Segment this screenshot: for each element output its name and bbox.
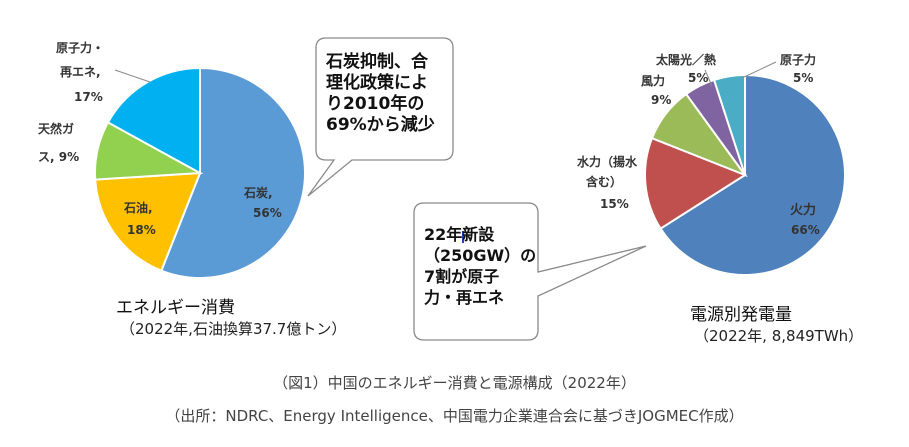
- leader-line-nuclear-power: [741, 61, 777, 79]
- chart-title-power: 電源別発電量: [690, 305, 792, 325]
- power-slice-4: [712, 73, 746, 176]
- figure-caption: （図1）中国のエネルギー消費と電源構成（2022年）: [273, 374, 636, 392]
- label-oil: 石油,: [123, 200, 153, 215]
- figure-source: （出所：NDRC、Energy Intelligence、中国電力企業連合会に基…: [165, 407, 744, 425]
- power-generation-pie: [644, 73, 847, 276]
- energy-slice-1: [94, 171, 202, 272]
- chart-subtitle-power: （2022年, 8,849TWh）: [694, 327, 864, 345]
- label-solar-value: 5%: [688, 71, 708, 85]
- power-slice-1: [644, 136, 748, 230]
- callout-capacity-line: 22年新設: [424, 225, 495, 244]
- energy-slice-0: [160, 66, 306, 279]
- label-nuclear-value: 17%: [74, 90, 103, 104]
- callout-capacity-line: 力・再エネ: [424, 288, 505, 307]
- callout-text-coal: 石炭抑制、合 理化政策によ り2010年の 69%から減少: [326, 52, 450, 136]
- label-gas-line1: 天然ガ: [38, 121, 74, 136]
- label-wind-value: 9%: [651, 93, 671, 107]
- energy-consumption-pie: [94, 66, 306, 279]
- callout-coal-line: 理化政策によ: [326, 73, 428, 93]
- callout-coal-line: 69%から減少: [326, 115, 435, 135]
- label-oil-value: 18%: [127, 223, 156, 237]
- label-nuclear-line1: 原子力・: [56, 40, 104, 55]
- label-gas-line2: ス, 9%: [38, 150, 79, 164]
- label-hydro-line2: 含む）: [586, 174, 622, 189]
- label-thermal-value: 66%: [791, 223, 820, 237]
- leader-line-nuclear: [114, 69, 151, 83]
- label-solar: 太陽光／熱: [656, 52, 716, 67]
- label-nuclear-line2: 再エネ,: [60, 65, 101, 79]
- label-thermal: 火力: [790, 202, 816, 218]
- label-hydro-line1: 水力（揚水: [577, 154, 638, 169]
- callout-capacity-line: （250GW）の: [424, 246, 537, 265]
- label-nuclear-power: 原子力: [780, 52, 816, 67]
- chart-subtitle-energy: （2022年,石油換算37.7億トン）: [120, 320, 347, 338]
- label-coal: 石炭,: [243, 185, 273, 200]
- text-cursor-mark: [462, 231, 464, 243]
- callout-coal-line: 石炭抑制、合: [326, 52, 428, 72]
- callout-capacity-line: 7割が原子: [424, 267, 500, 286]
- label-hydro-value: 15%: [600, 197, 629, 211]
- callout-bubble-coal: [307, 37, 454, 197]
- power-slice-0: [659, 73, 847, 276]
- leader-line-solar: [704, 69, 713, 87]
- label-wind: 風力: [641, 73, 665, 88]
- callout-bubble-new-capacity: [413, 202, 647, 341]
- callout-text-new-capacity: 22年新設 （250GW）の 7割が原子 力・再エネ: [424, 224, 540, 308]
- callout-coal-line: り2010年の: [326, 94, 425, 114]
- chart-title-energy: エネルギー消費: [116, 298, 235, 318]
- energy-slice-3: [106, 66, 201, 175]
- label-nuclear-power-value: 5%: [793, 71, 813, 85]
- label-coal-value: 56%: [253, 206, 282, 220]
